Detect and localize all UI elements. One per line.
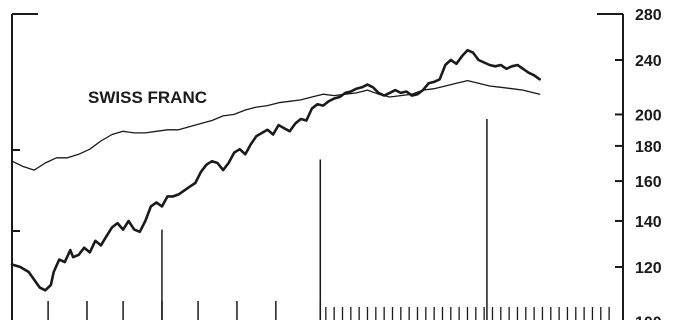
chart-frame	[11, 13, 624, 320]
y-tick-label: 180	[635, 139, 662, 156]
y-tick-label: 160	[635, 174, 662, 191]
y-tick-label: 240	[635, 53, 662, 70]
y-tick-label: 140	[635, 214, 662, 231]
y-tick-label: 200	[635, 107, 662, 124]
series-layer	[10, 48, 541, 292]
series-line-thin	[11, 79, 541, 171]
series-annotation: SWISS FRANC	[88, 88, 207, 107]
y-tick-label: 120	[635, 260, 662, 277]
y-axis-ticks: 280 240 200 180 160 140 120 100	[615, 7, 662, 320]
y-tick-label: 280	[635, 7, 662, 24]
y-tick-label: 100	[635, 314, 662, 320]
chart-marks	[11, 118, 610, 320]
series-line-bold	[10, 48, 541, 292]
